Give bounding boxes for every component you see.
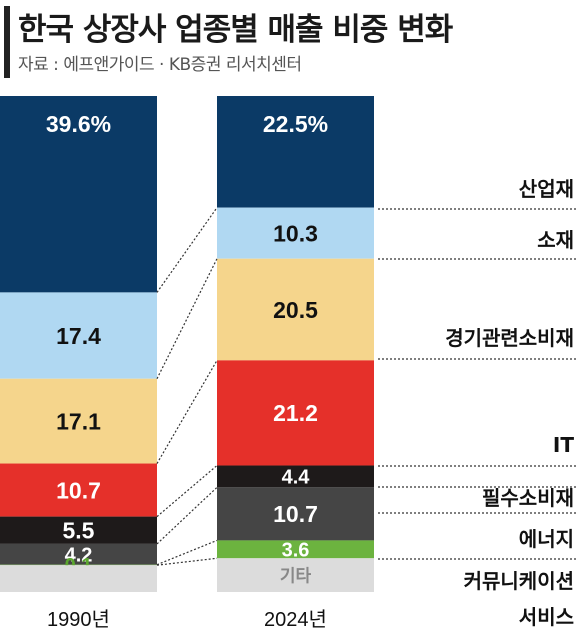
category-label: 경기관련소비재 (445, 326, 574, 350)
segment-value-label: 22.5% (263, 111, 328, 137)
bar-segment-materials-0 (0, 292, 157, 379)
bar-segment-materials-1 (217, 207, 374, 259)
connector-line (156, 486, 218, 545)
bar-segment-energy-0 (0, 543, 157, 565)
category-label: IT (553, 433, 574, 457)
chart-title: 한국 상장사 업종별 매출 비중 변화 (18, 12, 453, 48)
connector-line (156, 360, 218, 464)
segment-value-label: 4.2 (65, 545, 93, 567)
category-label: 산업재 (519, 177, 574, 201)
segment-value-label: 20.5 (273, 297, 318, 323)
bar-segment-other-0 (0, 565, 157, 592)
connector-line (156, 465, 218, 518)
bar-segment-consumer_discretionary-1 (217, 258, 374, 361)
category-label: 필수소비재 (482, 486, 574, 510)
category-label: 서비스 (519, 605, 574, 629)
connector-line (156, 557, 218, 566)
segment-value-label: 17.1 (56, 408, 101, 434)
bar-segment-it-0 (0, 463, 157, 517)
connector-line (156, 207, 218, 293)
connector-line (156, 539, 218, 566)
segment-value-label: 4.4 (282, 467, 311, 489)
bar-segment-industrials-1 (217, 96, 374, 208)
category-label: 소재 (537, 228, 574, 252)
bar-segment-it-1 (217, 360, 374, 466)
title-accent-bar (4, 6, 10, 78)
x-axis-label: 2024년 (264, 608, 327, 631)
bar-segment-communication-1 (217, 540, 374, 559)
bar-segment-energy-1 (217, 487, 374, 541)
segment-value-label: 21.2 (273, 400, 318, 426)
segment-value-label: 10.7 (56, 477, 101, 503)
bar-segment-other-1 (217, 558, 374, 592)
category-label: 에너지 (519, 527, 574, 551)
segment-value-label: 10.3 (273, 220, 318, 246)
bar-segment-consumer_staples-1 (217, 465, 374, 488)
category-label: 커뮤니케이션 (464, 569, 574, 593)
chart-source: 자료 : 에프앤가이드 · KB증권 리서치센터 (18, 55, 302, 75)
x-axis-label: 1990년 (47, 608, 110, 631)
segment-value-label: 39.6% (46, 111, 111, 137)
segment-value-label: 10.7 (273, 501, 318, 527)
segment-value-label: 기타 (280, 566, 312, 585)
segment-value-label: 3.6 (282, 540, 310, 562)
bar-segment-consumer_staples-0 (0, 516, 157, 544)
bar-segment-industrials-0 (0, 96, 157, 293)
bar-segment-consumer_discretionary-0 (0, 378, 157, 464)
segment-value-label: 5.5 (63, 518, 95, 544)
segment-value-label: 17.4 (56, 323, 101, 349)
connector-line (156, 258, 218, 379)
